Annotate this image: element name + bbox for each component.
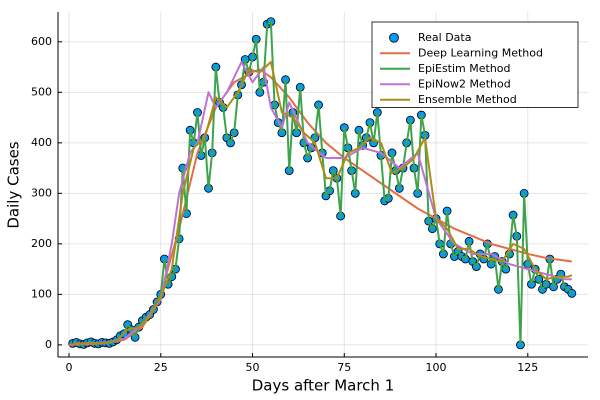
y-axis-label: Daily Cases <box>5 141 23 228</box>
y-tick-label: 600 <box>31 35 52 48</box>
legend-box <box>371 21 579 108</box>
legend-label: EpiEstim Method <box>418 62 511 75</box>
x-tick-label: 50 <box>246 361 260 374</box>
y-tick-label: 500 <box>31 85 52 98</box>
y-tick-label: 0 <box>45 338 52 351</box>
y-tick-label: 300 <box>31 186 52 199</box>
y-tick-label: 200 <box>31 237 52 250</box>
legend-label: Ensemble Method <box>418 93 517 106</box>
legend-label: Real Data <box>418 31 471 44</box>
series-line <box>72 61 573 345</box>
legend-label: EpiNow2 Method <box>418 77 511 90</box>
x-tick-label: 100 <box>426 361 447 374</box>
x-tick-label: 0 <box>66 361 73 374</box>
x-tick-label: 75 <box>337 361 351 374</box>
x-tick-label: 125 <box>517 361 538 374</box>
x-tick-label: 25 <box>154 361 168 374</box>
legend-label: Deep Learning Method <box>418 46 543 59</box>
x-axis-label: Days after March 1 <box>252 377 395 395</box>
legend-marker <box>389 32 399 43</box>
y-tick-label: 400 <box>31 136 52 149</box>
y-tick-label: 100 <box>31 287 52 300</box>
legend: Real Data Deep Learning Method EpiEstim Me… <box>371 21 579 108</box>
